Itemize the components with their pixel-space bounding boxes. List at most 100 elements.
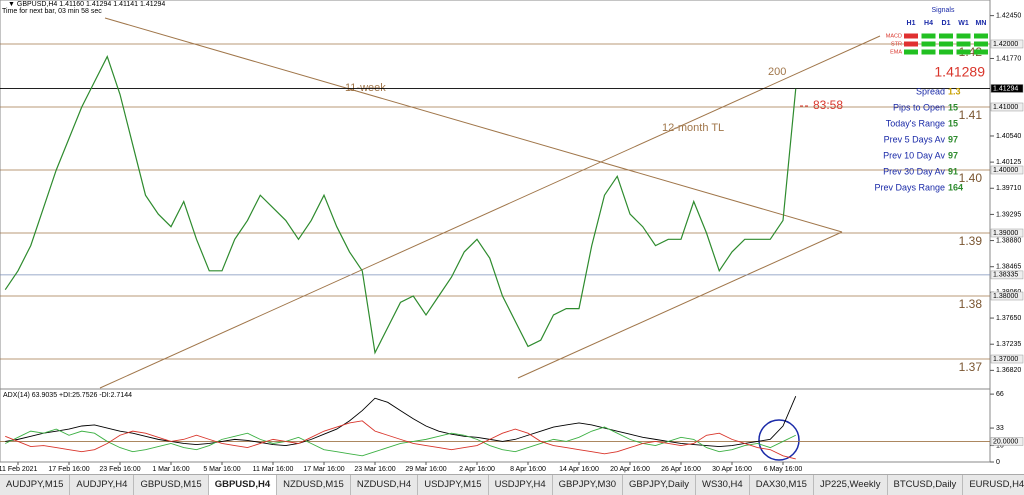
series-line [4,55,797,355]
tab[interactable]: BTCUSD,Daily [888,475,964,495]
signal-cell [974,33,988,39]
signal-cell [974,49,988,55]
signal-cell [939,33,953,39]
y-tick-label: 1.40540 [996,133,1021,140]
info-label: Prev Days Range [874,182,945,192]
symbol-line: ▼ GBPUSD,H4 1.41160 1.41294 1.41141 1.41… [8,1,165,8]
y-tick-label: 0 [996,459,1000,466]
tab[interactable]: DAX30,M15 [750,475,814,495]
y-tick-label: 1.42450 [996,12,1021,19]
tab[interactable]: GBPUSD,M15 [134,475,209,495]
tab[interactable]: JP225,Weekly [814,475,888,495]
x-tick-label: 14 Apr 16:00 [559,466,599,473]
tab[interactable]: GBPUSD,H4 [208,475,278,495]
y-tick-label: 1.38465 [996,264,1021,271]
x-tick-label: 8 Apr 16:00 [510,466,546,473]
y-tick-label: 16 [996,442,1004,449]
signals-col: MN [976,20,987,27]
level-label: 1.42000 [993,41,1018,48]
signals-col: H1 [907,20,916,27]
signal-cell [956,49,971,55]
signal-cell [921,33,936,39]
info-value: 91 [948,166,958,176]
info-value: 164 [948,182,963,192]
signals-row: MACD [886,33,902,39]
trendline [99,35,881,389]
x-tick-label: 17 Mar 16:00 [303,466,344,473]
x-tick-label: 5 Mar 16:00 [203,466,240,473]
tab[interactable]: GBPJPY,M30 [553,475,624,495]
tab[interactable]: NZDUSD,H4 [351,475,419,495]
level-box [990,354,1024,364]
x-tick-label: 11 Mar 16:00 [253,466,294,473]
x-tick-label: 23 Mar 16:00 [354,466,395,473]
signal-cell [939,41,953,47]
level-box [990,291,1024,301]
info-value: 15 [948,118,958,128]
highlight-circle [758,419,800,461]
level-box [990,84,1024,93]
tab[interactable]: EURUSD,H4 [963,475,1024,495]
x-tick-label: 2 Apr 16:00 [459,466,495,473]
signals-col: W1 [958,20,969,27]
y-tick-label: 66 [996,391,1004,398]
y-tick-label: 1.41770 [996,55,1021,62]
y-tick-label: 1.40125 [996,159,1021,166]
series-line [5,395,797,448]
y-tick-label: 1.36820 [996,367,1021,374]
tab[interactable]: GBPJPY,Daily [623,475,697,495]
level-note: 1.39 [959,234,983,248]
info-value: 1.3 [948,86,961,96]
info-label: Today's Range [886,118,945,128]
x-tick-label: 30 Apr 16:00 [712,466,752,473]
series-line [5,420,796,460]
x-tick-label: 6 May 16:00 [764,466,803,473]
level-label: 1.38000 [993,293,1018,300]
info-label: Prev 30 Day Av [883,166,945,176]
plot-frame [0,0,991,463]
info-label: Pips to Open [893,102,945,112]
signals-title: Signals [932,7,955,14]
y-tick-label: 1.37235 [996,341,1021,348]
signals-col: H4 [924,20,933,27]
level-note: 1.41 [959,108,983,122]
level-box [990,437,1024,446]
signals-row: STR [891,41,902,47]
x-tick-label: 23 Feb 16:00 [99,466,140,473]
level-label: 1.41294 [993,85,1018,92]
tab[interactable]: USDJPY,M15 [418,475,489,495]
level-label: 1.39000 [993,230,1018,237]
signal-cell [956,33,971,39]
signal-cell [904,49,918,55]
level-note: 1.37 [959,360,983,374]
annotation: 11-week [345,82,386,94]
y-tick-label: 1.39710 [996,185,1021,192]
price-label: 1.41289 [934,64,985,80]
level-box [990,165,1024,175]
tab[interactable]: AUDJPY,M15 [0,475,71,495]
info-label: Prev 10 Day Av [883,150,945,160]
level-note: 1.40 [959,171,983,185]
signals-row: EMA [890,49,902,55]
x-tick-label: 17 Feb 16:00 [48,466,89,473]
countdown: 83:58 [813,98,843,112]
y-tick-label: 1.39295 [996,211,1021,218]
signals-col: D1 [942,20,951,27]
level-label: 1.37000 [993,356,1018,363]
tab[interactable]: USDJPY,H4 [489,475,553,495]
signal-cell [904,33,918,39]
info-value: 97 [948,134,958,144]
tab[interactable]: AUDJPY,H4 [70,475,135,495]
tab[interactable]: WS30,H4 [696,475,750,495]
chart: ▼ GBPUSD,H4 1.41160 1.41294 1.41141 1.41… [0,0,1024,473]
level-label: 20.0000 [993,438,1018,445]
level-box [990,270,1024,280]
signal-cell [921,41,936,47]
signal-cell [904,41,918,47]
tab[interactable]: NZDUSD,M15 [277,475,351,495]
signal-cell [939,49,953,55]
x-tick-label: 29 Mar 16:00 [405,466,446,473]
info-value: 15 [948,102,958,112]
tab-bar: AUDJPY,M15 AUDJPY,H4 GBPUSD,M15 GBPUSD,H4 NZ… [0,474,1024,495]
